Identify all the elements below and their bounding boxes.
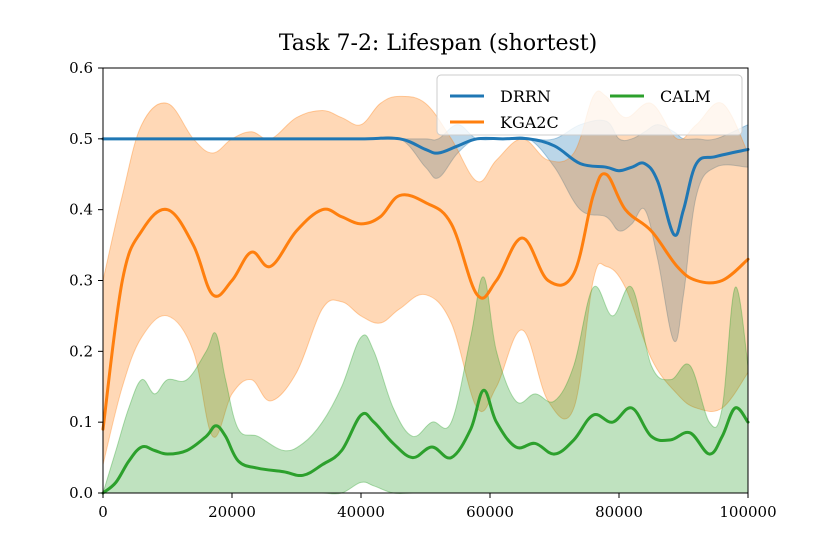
x-tick-label: 20000 [208,503,256,521]
axes: 0 20000 40000 60000 80000 100000 0.0 0.1 0.2 0.3 0… [69,59,776,521]
y-tick-label: 0.0 [69,484,93,502]
legend-label-drrn: DRRN [500,87,551,106]
y-tick-label: 0.5 [69,130,93,148]
legend-label-kga2c: KGA2C [500,113,559,132]
y-tick-label: 0.3 [69,272,93,290]
legend: DRRN KGA2C CALM [436,74,743,136]
y-tick-label: 0.6 [69,59,93,77]
legend-label-calm: CALM [660,87,711,106]
line-kga2c [101,172,750,431]
x-tick-label: 80000 [595,503,643,521]
chart-title: Task 7-2: Lifespan (shortest) [279,31,597,56]
y-tick-label: 0.1 [69,413,93,431]
band-kga2c [102,90,749,465]
series-lines [101,136,750,495]
y-tick-label: 0.4 [69,201,93,219]
x-tick-label: 0 [98,503,108,521]
confidence-bands [102,90,749,495]
legend-box [436,74,743,136]
line-drrn [101,136,750,237]
x-tick-label: 100000 [719,503,776,521]
x-tick-label: 40000 [337,503,385,521]
line-calm [101,388,750,495]
y-tick-label: 0.2 [69,342,93,360]
x-tick-label: 60000 [466,503,514,521]
